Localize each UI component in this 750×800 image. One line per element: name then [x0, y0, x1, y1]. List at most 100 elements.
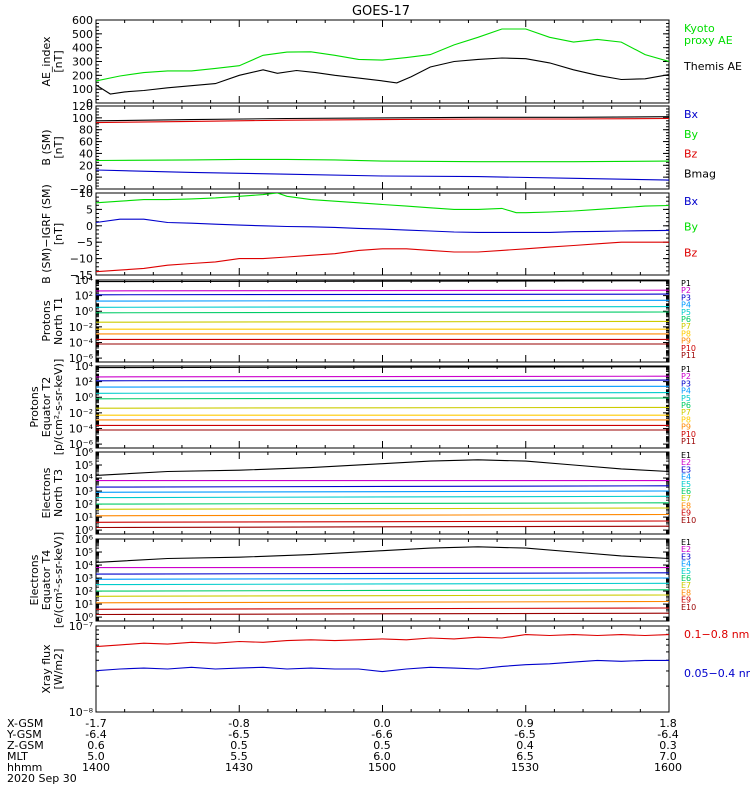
series-line-e10: [96, 612, 669, 616]
y-tick-label: 60: [79, 136, 93, 149]
legend-e4: E4: [681, 473, 691, 482]
footer-value: -1.7: [85, 717, 106, 730]
y-tick-label: 10⁰: [75, 611, 94, 624]
y-tick-label: 10⁰: [75, 391, 94, 404]
legend-p9: P9: [681, 337, 691, 346]
y-tick-label: 10⁻⁴: [69, 422, 94, 435]
footer-value: -6.6: [371, 728, 392, 741]
y-tick-label: 120: [72, 100, 93, 113]
y-tick-label: −15: [70, 269, 93, 282]
y-tick-label: 10⁻²: [69, 407, 93, 420]
y-tick-label: 10⁶: [75, 446, 94, 459]
footer-row-label: X-GSM: [7, 717, 43, 730]
legend-e4: E4: [681, 560, 691, 569]
series-group: [96, 366, 669, 431]
y-tick-label: 10¹: [75, 511, 93, 524]
legend-e9: E9: [681, 509, 691, 518]
footer-value: 0.0: [373, 717, 391, 730]
legend-p10: P10: [681, 344, 696, 353]
y-axis-label: AE_index: [40, 36, 53, 87]
y-axis-label: [nT]: [52, 50, 65, 72]
y-tick-label: 0: [86, 171, 93, 184]
legend-e7: E7: [681, 581, 691, 590]
legend-p2: P2: [681, 372, 691, 381]
y-tick-label: −5: [77, 236, 93, 249]
series-line-e4: [96, 490, 669, 493]
footer-value: -6.4: [85, 728, 106, 741]
y-tick-label: 10⁴: [75, 360, 94, 373]
legend-e6: E6: [681, 487, 691, 496]
series-group: [96, 280, 669, 345]
legend-p6: P6: [681, 401, 691, 410]
y-tick-label: 100: [72, 112, 93, 125]
series-line-bx: [96, 218, 669, 233]
y-tick-label: 10³: [75, 485, 93, 498]
legend-kyoto-proxy-ae: Kyoto: [684, 22, 715, 35]
series-line-e8: [96, 600, 669, 604]
series-line-0-05-0-4-nm: [96, 659, 669, 673]
footer-value: -6.4: [657, 728, 678, 741]
series-line-0-1-0-8-nm: [96, 634, 669, 648]
legend-e10: E10: [681, 603, 696, 612]
y-tick-label: 10⁶: [75, 533, 94, 546]
series-group: [96, 459, 669, 529]
series-line-e7: [96, 594, 669, 597]
footer-row-label: Y-GSM: [6, 728, 42, 741]
y-axis-label: North T1: [52, 297, 65, 345]
series-line-e10: [96, 525, 669, 529]
series-line-p2: [96, 289, 669, 292]
y-tick-label: 20: [79, 159, 93, 172]
y-tick-label: 10³: [75, 572, 93, 585]
footer-value: 1400: [82, 761, 110, 774]
y-tick-label: 10: [79, 187, 93, 200]
series-line-e5: [96, 495, 669, 499]
y-axis-label: Electrons: [28, 554, 41, 605]
footer-value: 5.0: [87, 750, 105, 763]
legend-p11: P11: [681, 437, 696, 446]
legend-p1: P1: [681, 279, 691, 288]
legend-e3: E3: [681, 465, 691, 474]
legend-e1: E1: [681, 451, 691, 460]
y-tick-label: 400: [72, 42, 93, 55]
series-line-p2: [96, 375, 669, 378]
series-line-bz: [96, 117, 669, 124]
series-line-e4: [96, 577, 669, 580]
y-tick-label: 10¹: [75, 598, 93, 611]
y-tick-label: 200: [72, 69, 93, 82]
legend-e10: E10: [681, 516, 696, 525]
legend-p5: P5: [681, 308, 691, 317]
series-line-bx: [96, 169, 669, 181]
series-line-e5: [96, 582, 669, 586]
legend-bz: Bz: [684, 148, 698, 161]
footer-value: 1530: [511, 761, 539, 774]
y-tick-label: 500: [72, 28, 93, 41]
legend-p10: P10: [681, 430, 696, 439]
y-axis-label: B (SM)−IGRF (SM): [40, 184, 53, 284]
series-line-e9: [96, 520, 669, 523]
legend-p11: P11: [681, 351, 696, 360]
series-group: [96, 546, 669, 616]
footer-row-label: MLT: [7, 750, 28, 763]
footer-value: 1430: [225, 761, 253, 774]
footer-date: 2020 Sep 30: [7, 772, 77, 785]
legend-e9: E9: [681, 596, 691, 605]
y-tick-label: 10⁴: [75, 472, 94, 485]
footer-value: 0.6: [87, 739, 105, 752]
series-line-by: [96, 158, 669, 163]
legend-p6: P6: [681, 315, 691, 324]
y-axis-label: Protons: [28, 386, 41, 427]
panel-frame: [95, 192, 670, 276]
y-axis-label: Equator T4: [40, 550, 53, 610]
y-tick-label: 10²: [75, 290, 93, 303]
legend-p9: P9: [681, 423, 691, 432]
y-axis-label: Xray flux: [40, 644, 53, 694]
series-line-bz: [96, 241, 669, 273]
y-tick-label: 40: [79, 147, 93, 160]
series-line-p3: [96, 293, 669, 296]
y-tick-label: 10⁵: [75, 459, 93, 472]
legend-bx: Bx: [684, 195, 699, 208]
footer-value: 0.4: [516, 739, 534, 752]
